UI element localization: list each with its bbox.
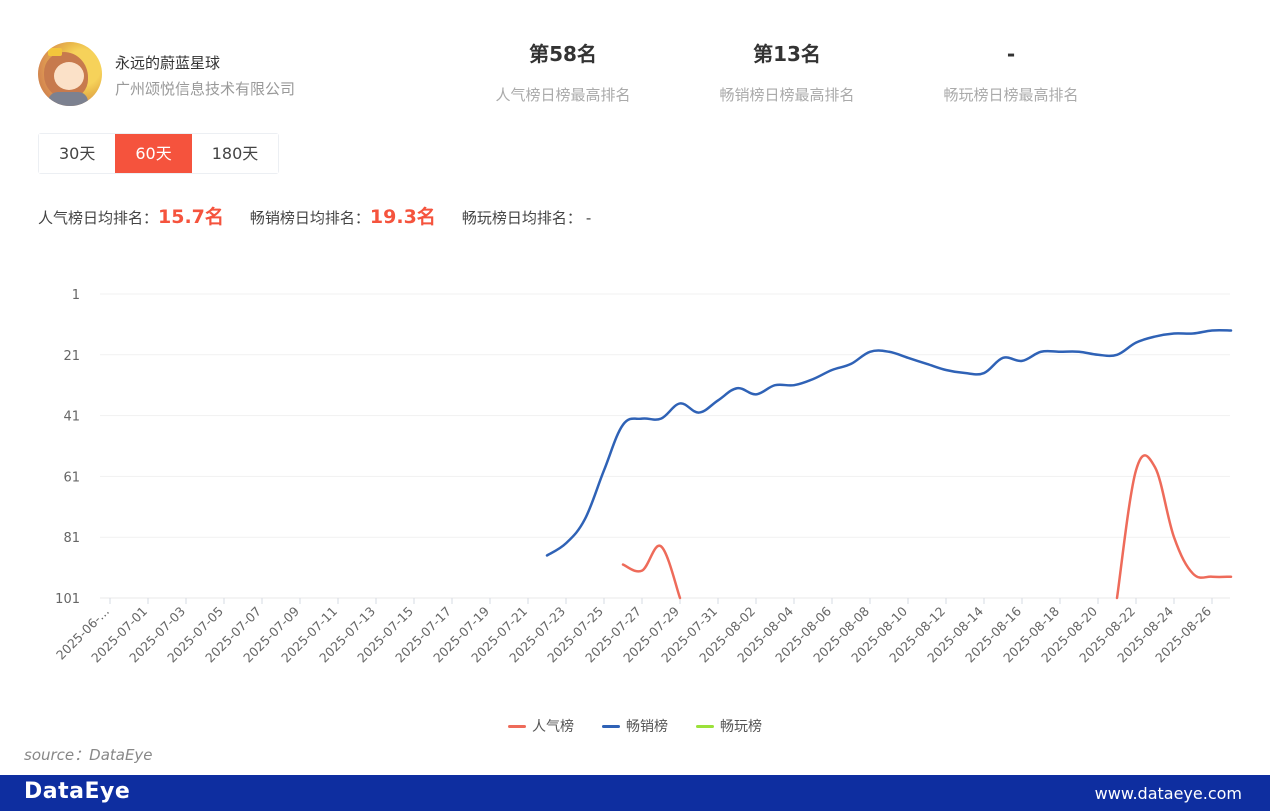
y-tick-label: 41 [63, 410, 80, 425]
footer-bar: DataEye www.dataeye.com [0, 775, 1270, 811]
game-avatar[interactable] [38, 42, 102, 106]
average-rank-row: 人气榜日均排名： 15.7名 畅销榜日均排名： 19.3名 畅玩榜日均排名： - [38, 202, 591, 229]
avg-playtime-label: 畅玩榜日均排名： [461, 209, 582, 227]
range-tab-group: 30天 60天 180天 [38, 133, 280, 174]
avg-popularity-value: 15.7名 [158, 206, 224, 228]
y-tick-label: 101 [55, 592, 80, 607]
y-tick-label: 61 [63, 470, 80, 485]
stat-value: 第58名 [529, 42, 597, 66]
y-tick-label: 1 [72, 288, 80, 303]
series-line-人气榜[interactable] [1115, 454, 1233, 600]
legend-item-popularity[interactable]: 人气榜 [508, 716, 574, 736]
legend-label: 畅销榜 [626, 719, 668, 735]
avg-bestseller-label: 畅销榜日均排名： [249, 209, 370, 227]
stat-value: - [1006, 42, 1016, 66]
y-tick-label: 21 [63, 349, 80, 364]
footer-website: www.dataeye.com [1094, 784, 1242, 803]
rank-line-chart[interactable]: 1 21 41 61 81 101 2025-06-... 2025-07-01 2025-07… [0, 260, 1270, 700]
stat-popularity-best: 第58名 人气榜日榜最高排名 [463, 40, 663, 105]
stat-value: 第13名 [753, 42, 821, 66]
range-tab-30d[interactable]: 30天 [39, 134, 116, 173]
avg-popularity-label: 人气榜日均排名： [38, 209, 159, 227]
legend-label: 畅玩榜 [720, 719, 762, 735]
legend-swatch-icon [508, 724, 526, 728]
avg-bestseller-value: 19.3名 [369, 206, 436, 228]
stat-label: 人气榜日榜最高排名 [495, 86, 631, 104]
stat-bestseller-best: 第13名 畅销榜日榜最高排名 [687, 40, 887, 105]
chart-canvas[interactable]: 1214161811012025-06-...2025-07-012025-07… [0, 260, 1270, 700]
chart-legend: 人气榜 畅销榜 畅玩榜 [0, 716, 1270, 736]
series-line-人气榜[interactable] [621, 544, 682, 600]
legend-swatch-icon [696, 724, 714, 728]
legend-item-playtime[interactable]: 畅玩榜 [696, 716, 762, 736]
dataeye-logo: DataEye [24, 779, 131, 804]
series-line-畅销榜[interactable] [545, 328, 1233, 557]
company-name: 广州颂悦信息技术有限公司 [115, 80, 296, 98]
y-tick-label: 81 [63, 531, 80, 546]
stat-label: 畅销榜日榜最高排名 [719, 86, 855, 104]
avatar-crown-icon [48, 48, 62, 56]
source-note: source：DataEye [24, 746, 153, 764]
legend-label: 人气榜 [532, 719, 574, 735]
avg-playtime-value: - [585, 209, 592, 227]
avatar-face [54, 62, 84, 90]
legend-item-bestseller[interactable]: 畅销榜 [602, 716, 668, 736]
range-tab-60d[interactable]: 60天 [115, 134, 192, 173]
stat-playtime-best: - 畅玩榜日榜最高排名 [911, 40, 1111, 105]
game-name[interactable]: 永远的蔚蓝星球 [115, 54, 221, 72]
avatar-shirt [48, 92, 88, 106]
legend-swatch-icon [602, 724, 620, 728]
range-tab-180d[interactable]: 180天 [191, 134, 279, 173]
stat-label: 畅玩榜日榜最高排名 [943, 86, 1079, 104]
